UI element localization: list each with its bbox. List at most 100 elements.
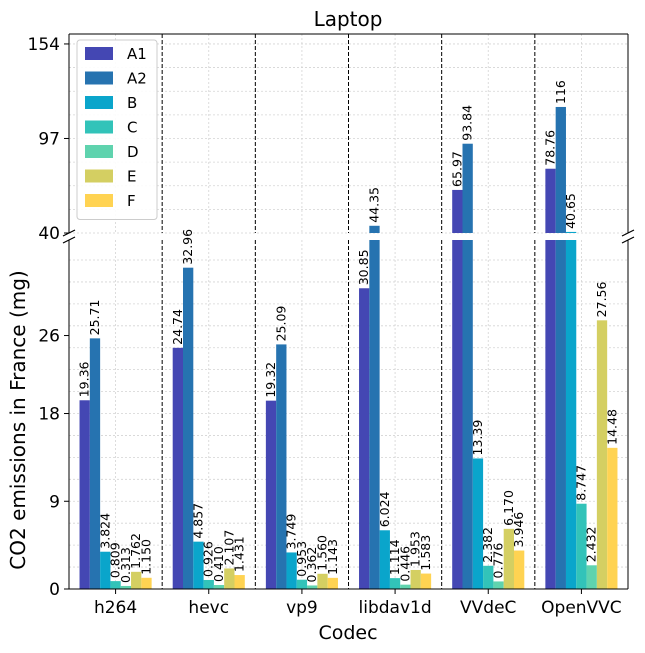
bar-C-vp9 (296, 579, 308, 589)
bar-C-OpenVVC (576, 503, 587, 589)
bar-B-hevc (193, 541, 204, 589)
bar-A1-h264 (79, 400, 90, 589)
bar-A1-hevc (172, 347, 183, 589)
bar-A2-libdav1d (369, 240, 380, 589)
data-label: 93.84 (460, 105, 475, 141)
bar-A1-OpenVVC (545, 240, 556, 589)
bar-F-libdav1d (420, 573, 432, 589)
data-label: 3.946 (511, 512, 526, 548)
data-label: 6.024 (377, 491, 392, 527)
legend-swatch (85, 120, 113, 134)
data-label: 1.953 (408, 531, 423, 567)
data-label: 116 (553, 80, 568, 104)
bar-E-VVdeC (503, 528, 514, 589)
bar-E-OpenVVC (596, 320, 608, 589)
data-label: 0.410 (211, 546, 226, 582)
bar-F-hevc (234, 575, 245, 589)
bar-E-libdav1d (410, 569, 421, 589)
bar-top-A2-libdav1d (369, 225, 380, 233)
data-label: 1.583 (418, 535, 433, 571)
legend-swatch (85, 145, 113, 158)
data-label: 1.560 (315, 535, 330, 571)
data-label: 1.431 (232, 536, 247, 572)
data-label: 1.150 (138, 539, 153, 575)
bar-A2-hevc (183, 267, 194, 589)
data-label: 0.953 (294, 541, 309, 577)
bar-top-A1-VVdeC (452, 189, 463, 233)
y-tick-label: 40 (38, 224, 60, 244)
legend-swatch (85, 71, 113, 85)
data-label: 0.446 (397, 546, 412, 582)
bar-top-B-OpenVVC (565, 231, 577, 233)
axis-break-mark (621, 229, 635, 237)
bar-F-vp9 (327, 577, 338, 589)
bar-E-h264 (131, 571, 142, 589)
bar-D-vp9 (307, 585, 318, 589)
x-tick-label: OpenVVC (541, 598, 622, 618)
bar-B-VVdeC (472, 458, 484, 589)
bar-A1-vp9 (265, 400, 277, 589)
data-label: 24.74 (170, 309, 185, 345)
legend-swatch (85, 194, 113, 207)
y-tick-label: 9 (49, 492, 60, 512)
data-label: 0.926 (201, 541, 216, 577)
bar-A2-OpenVVC (555, 240, 566, 589)
data-label: 1.762 (128, 533, 143, 569)
bar-C-libdav1d (389, 578, 401, 589)
data-label: 78.76 (543, 130, 558, 166)
bar-A1-libdav1d (359, 288, 370, 589)
x-tick-label: hevc (188, 598, 229, 618)
y-tick-label: 154 (28, 35, 60, 55)
data-label: 25.71 (87, 300, 102, 336)
data-label: 27.56 (594, 281, 609, 317)
bar-C-hevc (203, 579, 214, 589)
data-label: 0.809 (108, 542, 123, 578)
legend-label: C (127, 119, 137, 137)
legend-label: A1 (127, 45, 147, 63)
bar-C-h264 (110, 581, 121, 589)
bar-E-vp9 (317, 573, 328, 589)
x-axis-label: Codec (318, 622, 377, 644)
legend-label: B (127, 94, 137, 112)
bar-D-VVdeC (493, 581, 504, 589)
data-label: 0.362 (304, 547, 319, 583)
data-label: 1.114 (387, 539, 402, 575)
legend-label: F (127, 192, 136, 210)
data-label: 40.65 (563, 193, 578, 229)
y-tick-label: 18 (38, 405, 60, 425)
y-axis-label: CO2 emissions in France (mg) (6, 270, 30, 569)
data-label: 30.85 (356, 249, 371, 285)
data-label: 65.97 (449, 151, 464, 187)
chart-title: Laptop (314, 7, 383, 31)
data-label: 1.143 (325, 539, 340, 575)
data-label: 6.170 (501, 490, 516, 526)
bar-B-h264 (100, 551, 111, 589)
data-label: 4.857 (190, 503, 205, 539)
legend-swatch (85, 169, 113, 183)
data-label: 13.39 (470, 420, 485, 456)
x-tick-label: libdav1d (359, 598, 432, 618)
data-label: 32.96 (180, 229, 195, 265)
bar-B-libdav1d (379, 530, 390, 589)
bar-A2-vp9 (276, 344, 287, 589)
x-tick-label: VVdeC (460, 598, 516, 618)
data-label: 19.32 (263, 362, 278, 398)
data-label: 8.747 (573, 465, 588, 501)
y-tick-label: 26 (38, 327, 60, 347)
legend-swatch (85, 96, 113, 109)
data-label: 19.36 (77, 361, 92, 397)
legend-label: D (127, 143, 139, 161)
axis-break-mark (62, 236, 76, 244)
y-tick-label: 0 (49, 580, 60, 600)
bar-top-A2-VVdeC (462, 143, 473, 233)
data-label: 14.48 (604, 409, 619, 445)
legend-swatch (85, 47, 113, 60)
x-tick-label: h264 (94, 598, 137, 618)
bar-E-hevc (224, 568, 235, 589)
bar-B-vp9 (286, 552, 297, 589)
bar-C-VVdeC (483, 565, 494, 589)
bar-top-A2-OpenVVC (555, 106, 566, 233)
bar-D-libdav1d (400, 584, 411, 589)
bar-F-VVdeC (514, 550, 525, 589)
